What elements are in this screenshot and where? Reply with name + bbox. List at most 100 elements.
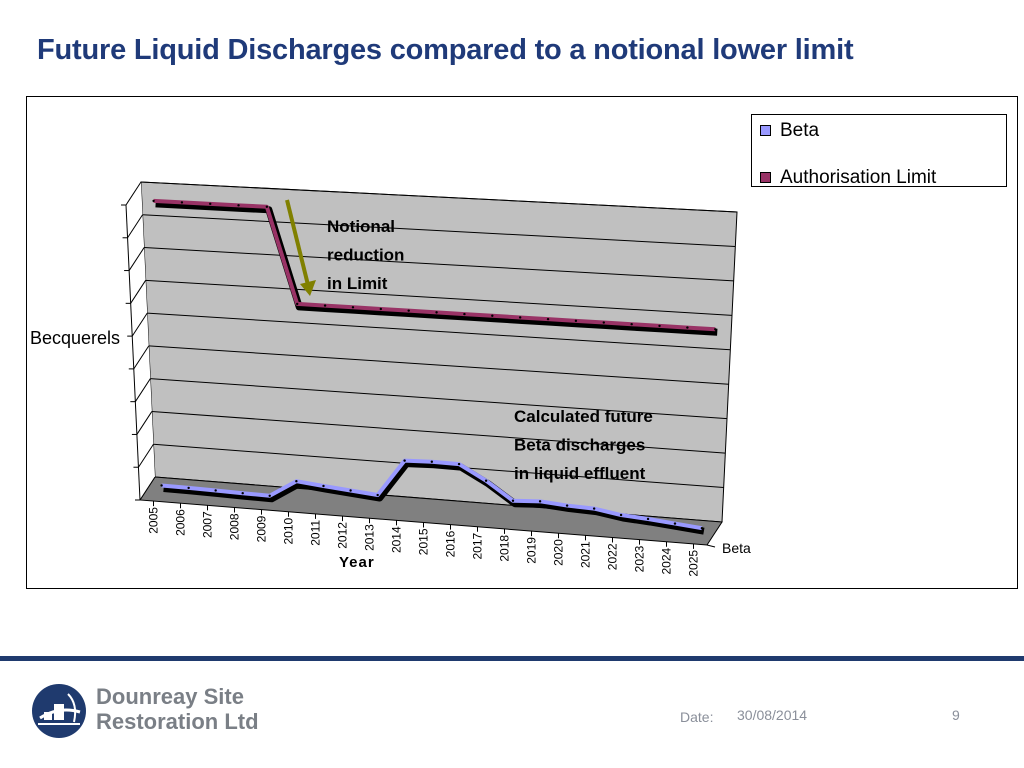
legend-label-authorisation-limit: Authorisation Limit (780, 167, 937, 188)
logo-emblem-icon (32, 684, 86, 738)
data-point-0-2022 (619, 513, 623, 517)
data-point-1-2007 (209, 202, 212, 206)
data-point-1-2008 (237, 204, 240, 207)
data-point-1-2011 (323, 304, 327, 307)
chart-gridline-side (128, 247, 145, 271)
data-point-1-2025 (714, 328, 717, 331)
x-tick-label-2025: 2025 (687, 550, 701, 577)
x-axis-title: Year (339, 554, 375, 571)
legend-swatch-authorisation-limit (760, 172, 771, 183)
x-tick-label-2023: 2023 (633, 545, 647, 572)
data-point-0-2007 (214, 489, 217, 492)
x-tick-label-2021: 2021 (579, 541, 593, 568)
data-point-1-2021 (602, 321, 605, 324)
x-tick-label-2020: 2020 (552, 539, 566, 566)
data-point-0-2010 (295, 480, 298, 483)
data-point-0-2024 (673, 522, 677, 525)
date-value: 30/08/2014 (737, 707, 808, 723)
data-point-1-2012 (351, 306, 355, 309)
company-logo: Dounreay Site Restoration Ltd (30, 682, 290, 738)
logo-line-2: Restoration Ltd (96, 709, 259, 734)
slide-title: Future Liquid Discharges compared to a n… (37, 34, 854, 66)
x-tick-label-2006: 2006 (174, 509, 188, 536)
data-point-0-2019 (538, 500, 542, 503)
data-point-0-2016 (457, 462, 461, 466)
legend-swatch-beta (760, 125, 771, 136)
data-point-0-2005 (160, 484, 163, 487)
annotation-0-line-0: Notional (327, 217, 395, 236)
data-point-0-2021 (592, 507, 596, 510)
data-point-0-2020 (565, 504, 569, 507)
depth-tick-mark (706, 544, 716, 548)
chart-gridline-side (131, 312, 148, 337)
data-point-1-2017 (491, 314, 494, 317)
date-label: Date: (680, 709, 714, 725)
legend-label-beta: Beta (780, 120, 820, 141)
data-point-1-2022 (630, 323, 633, 326)
depth-axis-label: Beta (722, 540, 751, 556)
annotation-0-line-2: in Limit (327, 274, 388, 293)
data-point-1-2016 (463, 312, 466, 316)
data-point-1-2023 (658, 324, 661, 328)
data-point-1-2018 (518, 316, 522, 319)
chart-gridline-side (136, 411, 153, 435)
data-point-0-2006 (187, 486, 190, 490)
data-point-0-2014 (403, 459, 406, 462)
x-tick-label-2009: 2009 (255, 515, 269, 542)
chart-gridline (144, 247, 734, 282)
chart-gridline-side (139, 476, 156, 501)
chart-gridline-side (125, 181, 142, 206)
annotation-1-line-1: Beta discharges (514, 436, 645, 455)
chart-gridline-side (133, 345, 150, 370)
data-point-1-2024 (686, 326, 689, 329)
logo-line-1: Dounreay Site (96, 684, 244, 709)
data-point-1-2014 (407, 309, 410, 312)
footer-band (0, 656, 1024, 661)
annotation-1-line-2: in liquid effluent (514, 464, 646, 483)
data-point-0-2015 (430, 460, 434, 463)
chart-gridline-side (138, 443, 154, 468)
annotation-0-line-1: reduction (327, 246, 404, 265)
chart-frame (26, 96, 1018, 589)
x-tick-label-2011: 2011 (309, 520, 323, 546)
legend-item-beta: Beta (760, 120, 820, 142)
chart-gridline-side (130, 280, 147, 304)
data-point-1-2009 (265, 205, 269, 208)
x-tick-label-2022: 2022 (606, 543, 620, 570)
data-point-0-2013 (376, 493, 379, 497)
chart-side-wall (126, 182, 155, 500)
x-tick-label-2007: 2007 (201, 511, 215, 538)
data-point-0-2009 (268, 494, 271, 497)
x-tick-label-2014: 2014 (390, 526, 404, 553)
annotation-1-line-0: Calculated future (514, 407, 653, 426)
chart-gridline (151, 410, 726, 454)
x-tick-label-2005: 2005 (147, 507, 161, 534)
data-point-0-2012 (349, 489, 352, 492)
x-tick-label-2017: 2017 (471, 532, 485, 559)
y-axis-line (125, 204, 141, 501)
logo-text: Dounreay Site Restoration Ltd (96, 684, 259, 734)
x-tick-label-2008: 2008 (228, 513, 242, 540)
chart-legend: Beta Authorisation Limit (751, 114, 1007, 189)
data-point-0-2025 (700, 526, 704, 530)
x-tick-label-2013: 2013 (363, 524, 377, 551)
chart-gridline (148, 345, 729, 385)
data-point-1-2020 (574, 319, 578, 323)
data-point-1-2010 (296, 302, 299, 306)
x-tick-label-2018: 2018 (498, 535, 512, 562)
x-tick-label-2015: 2015 (417, 528, 431, 555)
chart-gridline (142, 214, 736, 247)
data-point-0-2008 (241, 492, 244, 495)
chart-gridline-side (134, 378, 151, 402)
annotation-arrow (285, 199, 310, 286)
data-point-0-2011 (322, 484, 325, 488)
y-axis-title: Becquerels (30, 328, 120, 348)
data-point-0-2017 (484, 479, 488, 482)
page-number: 9 (952, 707, 960, 723)
x-tick-label-2010: 2010 (282, 517, 296, 544)
x-tick-label-2016: 2016 (444, 530, 458, 557)
chart-gridline-side (127, 214, 143, 239)
legend-item-authorisation-limit: Authorisation Limit (760, 167, 937, 189)
chart-gridline (147, 312, 731, 351)
